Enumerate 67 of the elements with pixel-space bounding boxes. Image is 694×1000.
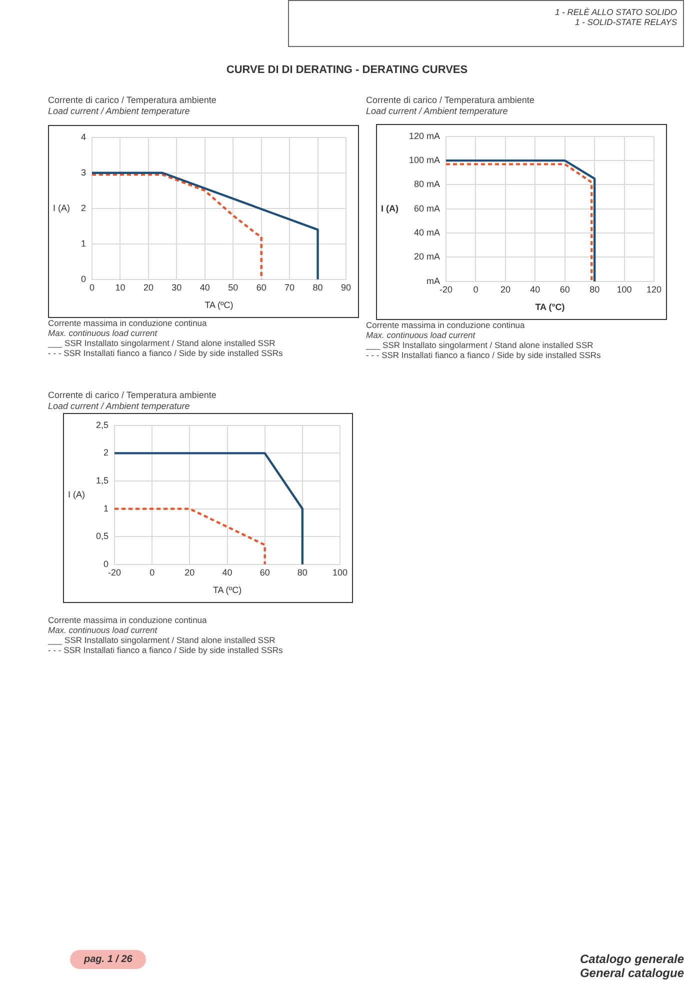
text: Max. continuous load current	[48, 625, 158, 635]
y-tick-label: 2	[80, 202, 86, 213]
x-tick-label: -20	[108, 567, 122, 578]
text: Corrente massima in conduzione continua	[48, 615, 208, 625]
x-tick-label: 0	[150, 567, 155, 578]
x-tick-label: 50	[228, 282, 238, 292]
y-axis-title: I (A)	[68, 489, 85, 500]
x-tick-label: 0	[473, 284, 478, 294]
text: 1 - RELÈ ALLO STATO SOLIDO 1 - SOLID-STATE RELAYS	[554, 7, 677, 27]
text: pag. 1 / 26	[84, 954, 132, 965]
y-tick-label: 20 mA	[414, 252, 440, 262]
text: ___ SSR Installato singolarment / Stand alone installed SSR	[366, 340, 594, 350]
y-tick-label: mA	[426, 276, 440, 286]
y-tick-label: 1	[80, 238, 86, 248]
text: - - - SSR Installati fianco a fianco / Side by side installed SSRs	[48, 645, 283, 655]
text: Catalogo generale General catalogue	[578, 952, 684, 980]
x-tick-label: 60	[260, 567, 270, 578]
x-axis-title: TA (ºC)	[212, 585, 242, 596]
x-axis-title: TA (ºC)	[204, 300, 234, 310]
x-tick-label: 20	[143, 282, 154, 292]
y-tick-label: 3	[80, 167, 86, 178]
x-tick-label: 60	[256, 282, 266, 292]
text: ___ SSR Installato singolarment / Stand alone installed SSR	[48, 338, 276, 348]
chart-subtitle: Corrente di carico / Temperatura ambiente Load current / Ambient temperature	[366, 95, 534, 117]
x-tick-label: 80	[590, 284, 600, 294]
x-tick-label: 40	[222, 567, 232, 578]
text: - - - SSR Installati fianco a fianco / Side by side installed SSRs	[48, 348, 283, 358]
y-tick-label: 0	[80, 274, 86, 284]
x-tick-label: 10	[115, 282, 126, 292]
y-tick-label: 80 mA	[414, 179, 440, 190]
y-tick-label: 4	[80, 132, 86, 142]
chart-subtitle: Corrente di carico / Temperatura ambiente Load current / Ambient temperature	[48, 95, 216, 117]
y-tick-label: 120 mA	[408, 130, 440, 141]
text: Max. continuous load current	[366, 330, 476, 340]
y-tick-label: 2	[103, 448, 109, 458]
y-tick-label: 0	[103, 558, 109, 569]
x-tick-label: -20	[440, 284, 453, 294]
x-tick-label: 40	[530, 284, 540, 294]
y-tick-label: 1	[103, 503, 109, 514]
text: Max. continuous load current	[48, 328, 158, 338]
y-tick-label: 100 mA	[408, 155, 440, 166]
text: Corrente massima in conduzione continua	[366, 320, 526, 330]
y-tick-label: 0,5	[96, 531, 109, 542]
y-axis-title: I (A)	[381, 203, 398, 214]
x-tick-label: 120	[646, 284, 662, 294]
x-tick-label: 100	[616, 284, 632, 294]
y-tick-label: 1,5	[96, 475, 109, 486]
chart-subtitle: Corrente di carico / Temperatura ambiente Load current / Ambient temperature	[48, 390, 216, 412]
y-tick-label: 40 mA	[414, 228, 440, 238]
x-tick-label: 60	[560, 284, 570, 294]
x-tick-label: 20	[500, 284, 510, 294]
y-tick-label: 60 mA	[414, 203, 440, 214]
x-tick-label: 20	[184, 567, 195, 578]
x-tick-label: 80	[297, 567, 308, 578]
chart-title: CURVE DI DI DERATING - DERATING CURVES	[225, 64, 469, 76]
text: Corrente massima in conduzione continua	[48, 318, 208, 328]
x-tick-label: 30	[172, 282, 182, 292]
x-tick-label: 70	[284, 282, 295, 292]
text: - - - SSR Installati fianco a fianco / Side by side installed SSRs	[366, 350, 601, 360]
y-tick-label: 2,5	[96, 420, 109, 430]
x-tick-label: 100	[332, 567, 348, 578]
x-tick-label: 80	[312, 282, 323, 292]
x-axis-title: TA (°C)	[535, 302, 565, 312]
x-tick-label: 40	[200, 282, 210, 292]
y-axis-title: I (A)	[53, 202, 70, 213]
text: ___ SSR Installato singolarment / Stand alone installed SSR	[48, 635, 276, 645]
x-tick-label: 90	[340, 282, 352, 292]
